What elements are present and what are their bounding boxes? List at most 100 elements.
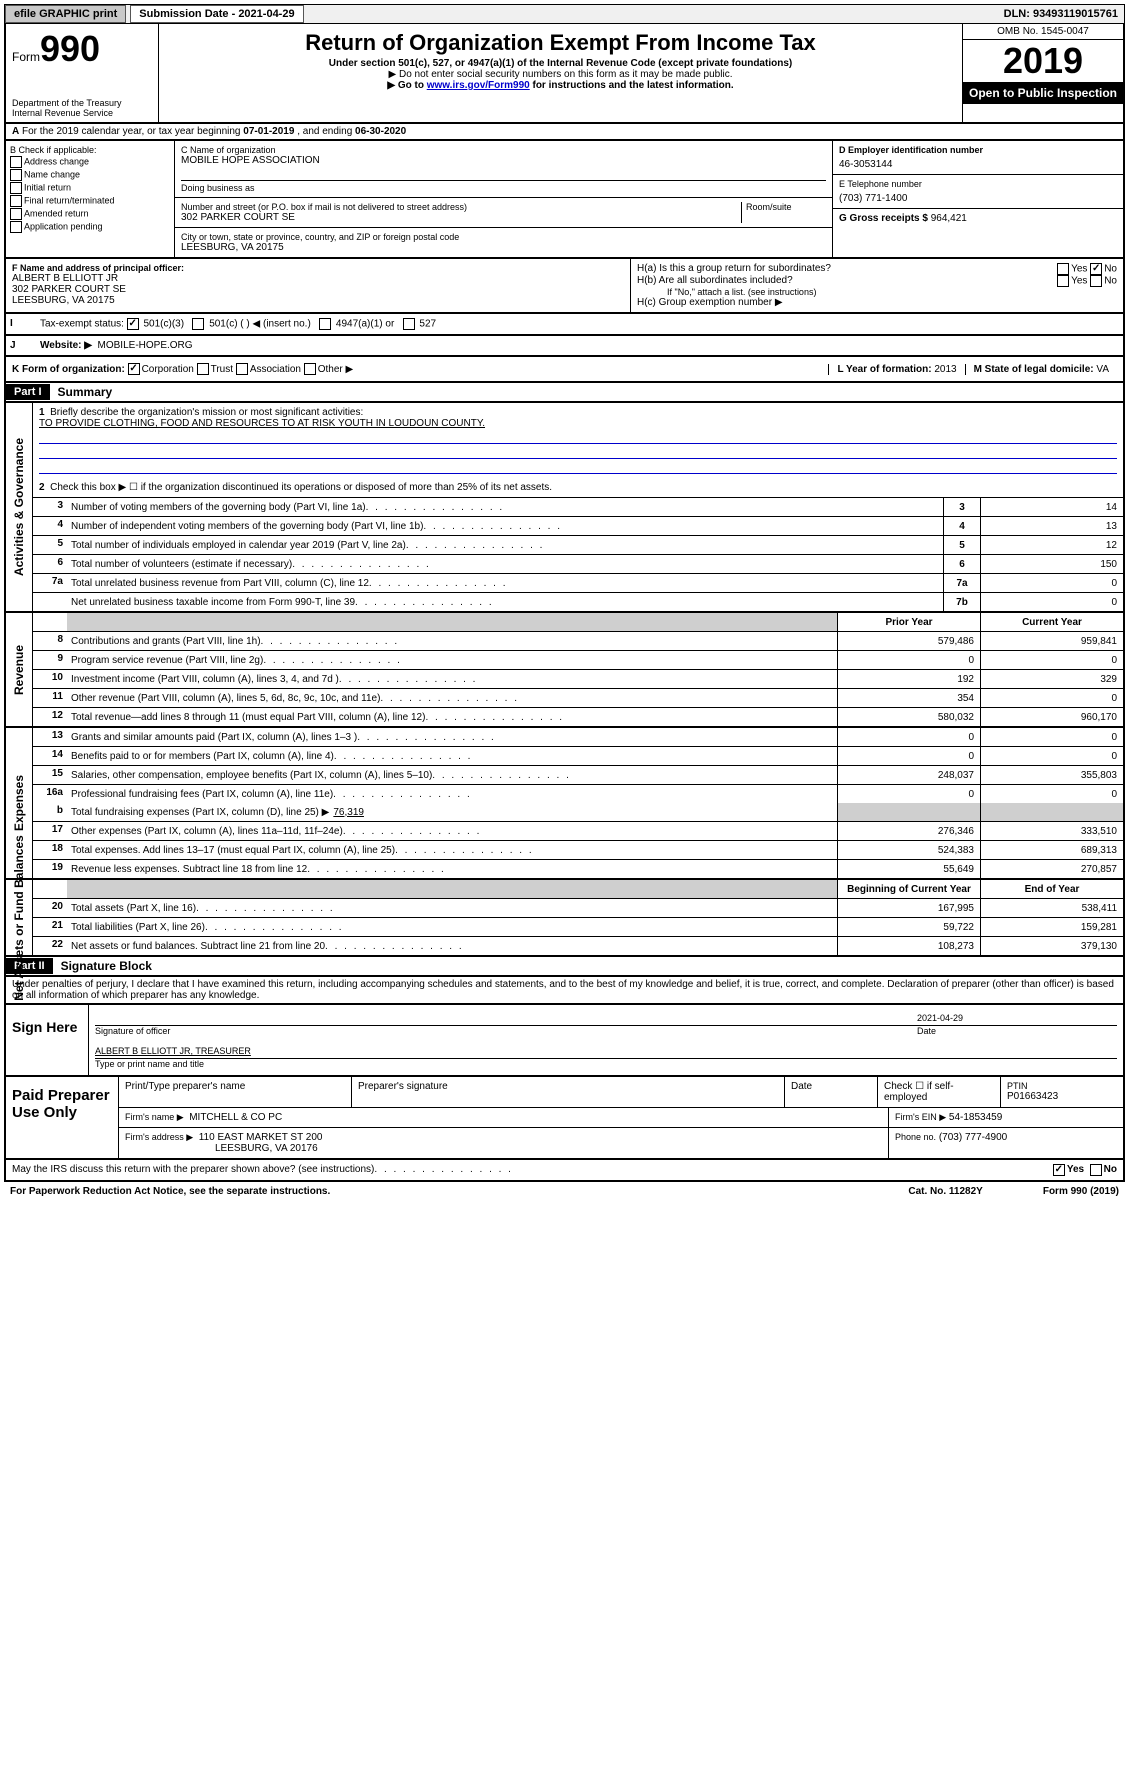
phone-value: (703) 771-1400 — [839, 193, 1117, 204]
bottom-footer: For Paperwork Reduction Act Notice, see … — [4, 1182, 1125, 1201]
officer-h-row: F Name and address of principal officer:… — [4, 259, 1125, 314]
cat-no: Cat. No. 11282Y — [908, 1186, 982, 1197]
officer-addr1: 302 PARKER COURT SE — [12, 284, 624, 295]
table-row: 4Number of independent voting members of… — [33, 517, 1123, 536]
form-number: Form990 — [12, 28, 152, 70]
vtab-netassets: Net Assets or Fund Balances — [12, 835, 26, 1001]
section-net-assets: Net Assets or Fund Balances Beginning of… — [4, 880, 1125, 957]
sign-block: Sign Here 2021-04-29 Signature of office… — [4, 1005, 1125, 1077]
phone-label: E Telephone number — [839, 179, 1117, 189]
subtitle-3: ▶ Go to www.irs.gov/Form990 for instruct… — [165, 80, 956, 91]
officer-addr2: LEESBURG, VA 20175 — [12, 295, 624, 306]
prep-sig-hdr: Preparer's signature — [352, 1077, 785, 1107]
hdr-end: End of Year — [980, 880, 1123, 898]
hdr-current: Current Year — [980, 613, 1123, 631]
state-domicile: VA — [1096, 364, 1109, 375]
table-row: 13Grants and similar amounts paid (Part … — [33, 728, 1123, 747]
prep-name-hdr: Print/Type preparer's name — [119, 1077, 352, 1107]
table-row: Net unrelated business taxable income fr… — [33, 593, 1123, 611]
firm-addr2: LEESBURG, VA 20176 — [125, 1143, 882, 1154]
entity-block: B Check if applicable: Address change Na… — [4, 141, 1125, 259]
chk-address-change[interactable] — [10, 156, 22, 168]
table-row: 17Other expenses (Part IX, column (A), l… — [33, 822, 1123, 841]
table-row: 9Program service revenue (Part VIII, lin… — [33, 651, 1123, 670]
org-city: LEESBURG, VA 20175 — [181, 242, 826, 253]
row-k: K Form of organization: Corporation Trus… — [4, 357, 1125, 383]
tax-status-label: Tax-exempt status: — [40, 319, 124, 330]
form-org-label: K Form of organization: — [12, 364, 125, 375]
chk-application[interactable] — [10, 221, 22, 233]
firm-addr1: 110 EAST MARKET ST 200 — [199, 1132, 323, 1143]
efile-button[interactable]: efile GRAPHIC print — [5, 5, 126, 23]
ha-label: H(a) Is this a group return for subordin… — [637, 263, 1057, 275]
city-label: City or town, state or province, country… — [181, 232, 826, 242]
addr-label: Number and street (or P.O. box if mail i… — [181, 202, 741, 212]
firm-phone: (703) 777-4900 — [939, 1132, 1007, 1143]
year-formation: 2013 — [934, 364, 956, 375]
officer-name: ALBERT B ELLIOTT JR — [12, 273, 624, 284]
dept-label: Department of the Treasury Internal Reve… — [12, 98, 152, 118]
form-title: Return of Organization Exempt From Incom… — [165, 30, 956, 56]
dba-label: Doing business as — [181, 180, 826, 193]
row-i: I Tax-exempt status: 501(c)(3) 501(c) ( … — [4, 314, 1125, 336]
table-row: 11Other revenue (Part VIII, column (A), … — [33, 689, 1123, 708]
chk-name-change[interactable] — [10, 169, 22, 181]
form-header: Form990 Department of the Treasury Inter… — [4, 24, 1125, 124]
gross-value: 964,421 — [931, 213, 967, 224]
dln: DLN: 93493119015761 — [998, 6, 1124, 22]
signer-name: ALBERT B ELLIOTT JR, TREASURER — [95, 1046, 251, 1056]
chk-final-return[interactable] — [10, 195, 22, 207]
perjury-text: Under penalties of perjury, I declare th… — [4, 977, 1125, 1005]
vtab-expenses: Expenses — [12, 775, 26, 831]
hb-label: H(b) Are all subordinates included? — [637, 275, 1057, 287]
table-row: 6Total number of volunteers (estimate if… — [33, 555, 1123, 574]
table-row: 7aTotal unrelated business revenue from … — [33, 574, 1123, 593]
paid-preparer-block: Paid Preparer Use Only Print/Type prepar… — [4, 1077, 1125, 1160]
type-name-label: Type or print name and title — [95, 1059, 1117, 1069]
section-revenue: Revenue Prior Year Current Year 8Contrib… — [4, 613, 1125, 728]
col-c: C Name of organization MOBILE HOPE ASSOC… — [175, 141, 833, 257]
col-right: D Employer identification number 46-3053… — [833, 141, 1123, 257]
tax-year: 2019 — [963, 40, 1123, 82]
chk-527[interactable] — [403, 318, 415, 330]
ein-label: D Employer identification number — [839, 145, 983, 155]
ptin-value: P01663423 — [1007, 1091, 1117, 1102]
hb-no[interactable] — [1090, 275, 1102, 287]
vtab-revenue: Revenue — [12, 644, 26, 694]
hdr-begin: Beginning of Current Year — [837, 880, 980, 898]
officer-label: F Name and address of principal officer: — [12, 263, 184, 273]
discuss-row: May the IRS discuss this return with the… — [4, 1160, 1125, 1182]
open-inspection: Open to Public Inspection — [963, 82, 1123, 104]
chk-amended[interactable] — [10, 208, 22, 220]
table-row: 19Revenue less expenses. Subtract line 1… — [33, 860, 1123, 878]
line2-text: Check this box ▶ ☐ if the organization d… — [50, 482, 552, 493]
hb-yes[interactable] — [1057, 275, 1069, 287]
line1-label: Briefly describe the organization's miss… — [50, 407, 363, 418]
chk-corp[interactable] — [128, 363, 140, 375]
row-j: J Website: ▶ MOBILE-HOPE.ORG — [4, 336, 1125, 357]
chk-501c3[interactable] — [127, 318, 139, 330]
discuss-yes[interactable] — [1053, 1164, 1065, 1176]
chk-trust[interactable] — [197, 363, 209, 375]
col-b: B Check if applicable: Address change Na… — [6, 141, 175, 257]
instructions-link[interactable]: www.irs.gov/Form990 — [427, 80, 530, 91]
website-label: Website: ▶ — [40, 340, 92, 351]
chk-4947[interactable] — [319, 318, 331, 330]
gross-label: G Gross receipts $ — [839, 213, 928, 224]
subtitle-1: Under section 501(c), 527, or 4947(a)(1)… — [165, 58, 956, 69]
hdr-prior: Prior Year — [837, 613, 980, 631]
top-bar: efile GRAPHIC print Submission Date - 20… — [4, 4, 1125, 24]
subtitle-2: ▶ Do not enter social security numbers o… — [165, 69, 956, 80]
chk-501c[interactable] — [192, 318, 204, 330]
chk-initial-return[interactable] — [10, 182, 22, 194]
part1-header: Part I Summary — [4, 383, 1125, 403]
ha-yes[interactable] — [1057, 263, 1069, 275]
chk-other[interactable] — [304, 363, 316, 375]
firm-name: MITCHELL & CO PC — [189, 1112, 282, 1123]
ha-no[interactable] — [1090, 263, 1102, 275]
table-row: 16aProfessional fundraising fees (Part I… — [33, 785, 1123, 803]
discuss-no[interactable] — [1090, 1164, 1102, 1176]
chk-assoc[interactable] — [236, 363, 248, 375]
org-address: 302 PARKER COURT SE — [181, 212, 741, 223]
table-row: 10Investment income (Part VIII, column (… — [33, 670, 1123, 689]
